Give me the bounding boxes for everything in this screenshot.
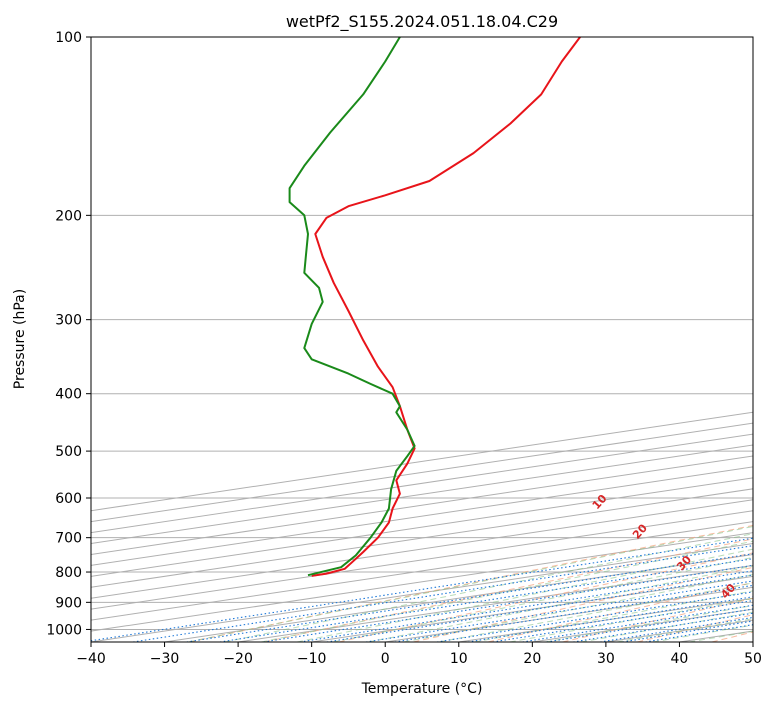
x-tick-label: 20	[523, 651, 541, 667]
isotherm-line	[91, 433, 753, 534]
chart-title: wetPf2_S155.2024.051.18.04.C29	[286, 12, 558, 32]
moist-adiabat-line	[509, 597, 753, 642]
moist-adiabat-line	[296, 548, 753, 642]
mixing-ratio-line	[522, 604, 753, 642]
x-tick-label: 30	[597, 651, 615, 667]
mixing-ratio-line	[436, 591, 753, 642]
temperature-profile-line	[311, 37, 581, 577]
dry-adiabat-label: 20	[630, 521, 650, 541]
mixing-ratio-line	[91, 537, 753, 642]
x-tick-label: −30	[150, 651, 180, 667]
x-tick-label: −40	[76, 651, 106, 667]
plot-frame	[90, 36, 754, 643]
x-tick-label: −10	[297, 651, 327, 667]
isotherm-line	[532, 608, 753, 642]
dry-adiabat-line	[413, 566, 753, 642]
mixing-ratio-line	[645, 624, 753, 642]
y-axis-label: Pressure (hPa)	[12, 289, 28, 389]
mixing-ratio-line	[219, 558, 753, 642]
x-axis-label: Temperature (°C)	[361, 681, 483, 697]
dry-adiabat-line	[264, 538, 753, 642]
isotherm-line	[385, 586, 753, 642]
x-axis: −40 −30 −20 −10 0 10 20 30 40 50	[76, 642, 762, 667]
isotherm-line	[91, 532, 753, 632]
x-tick-label: 50	[744, 651, 762, 667]
dry-adiabat-label: 40	[718, 581, 738, 601]
isotherm-line	[164, 553, 753, 642]
moist-adiabat-line	[332, 556, 753, 642]
isotherm-line	[91, 411, 753, 512]
y-tick-label: 1000	[46, 622, 82, 638]
x-tick-label: 40	[671, 651, 689, 667]
y-axis: 100 200 300 400 500 600 700 800 900 1000	[46, 30, 91, 638]
x-tick-label: 10	[450, 651, 468, 667]
moist-adiabat-line	[616, 618, 753, 642]
mixing-ratio-line	[467, 596, 753, 642]
isotherm-line	[91, 466, 753, 566]
isotherm-line	[91, 477, 753, 577]
y-tick-label: 700	[55, 531, 82, 547]
moist-adiabat-line	[438, 582, 753, 642]
isotherm-line	[91, 455, 753, 555]
isotherm-line	[679, 630, 753, 642]
y-tick-label: 200	[55, 208, 82, 224]
mixing-ratio-line	[492, 600, 753, 642]
isotherm-line	[91, 444, 753, 545]
dry-adiabat-line	[487, 581, 753, 642]
isotherm-line	[91, 521, 753, 621]
isotherm-line	[91, 510, 753, 610]
y-tick-label: 300	[55, 313, 82, 329]
x-tick-label: −20	[223, 651, 253, 667]
dry-adiabat-line	[189, 524, 753, 642]
isotherm-line	[91, 499, 753, 599]
y-tick-label: 600	[55, 491, 82, 507]
moist-adiabat-line	[403, 574, 753, 642]
y-tick-label: 500	[55, 444, 82, 460]
moist-adiabat-line	[580, 611, 753, 642]
y-tick-label: 400	[55, 387, 82, 403]
y-tick-label: 900	[55, 595, 82, 611]
y-tick-label: 800	[55, 565, 82, 581]
dewpoint-profile-line	[288, 37, 416, 577]
isotherm-line	[91, 488, 753, 588]
dry-adiabat-label: 10	[590, 492, 610, 512]
mixing-ratio-line	[394, 584, 753, 642]
x-tick-label: 0	[381, 651, 390, 667]
y-tick-label: 100	[55, 30, 82, 46]
plot-area: 0.10.20.40.611.52346810131620253036-100-…	[91, 37, 753, 642]
isotherm-line	[752, 641, 753, 642]
isotherm-line	[91, 543, 753, 642]
isotherm-line	[91, 422, 753, 523]
moist-adiabat-line	[474, 590, 753, 642]
